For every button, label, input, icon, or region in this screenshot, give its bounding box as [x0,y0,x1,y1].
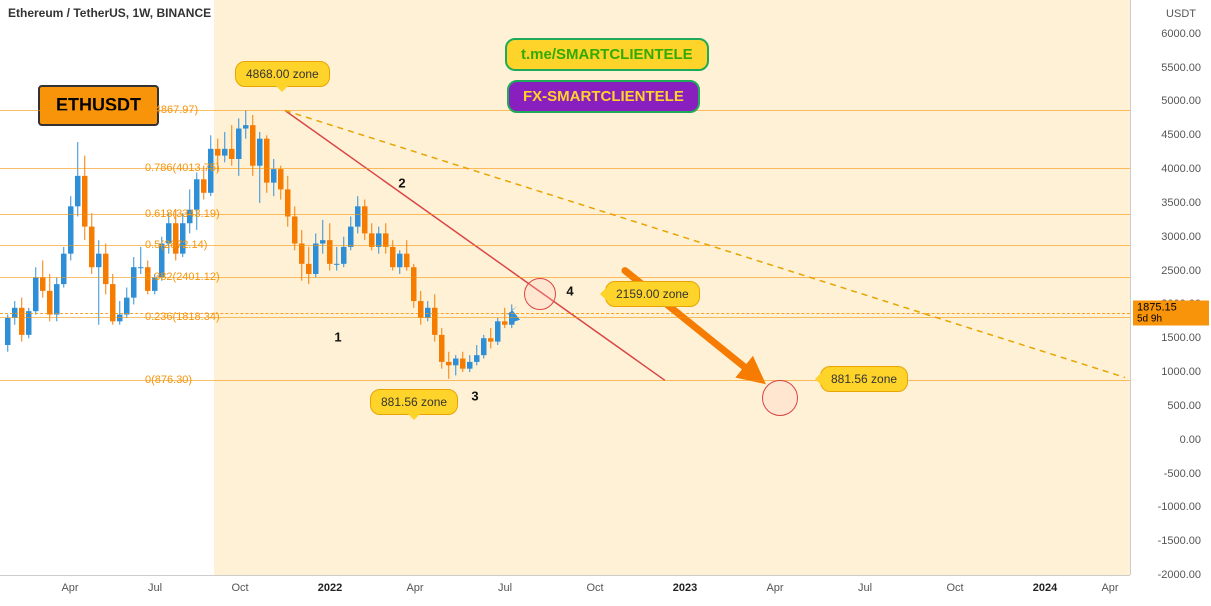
y-tick: -1500.00 [1158,535,1201,547]
y-tick: 4000.00 [1161,163,1201,175]
fib-label: 0.382(2401.12) [145,271,220,283]
fib-label: 0.5(2872.14) [145,239,207,251]
x-tick: 2022 [318,582,342,594]
chart-area[interactable]: Ethereum / TetherUS, 1W, BINANCE ETHUSDT… [0,0,1130,575]
y-tick: -1000.00 [1158,501,1201,513]
y-tick: 4500.00 [1161,129,1201,141]
y-tick: 1000.00 [1161,366,1201,378]
x-tick: Apr [61,582,78,594]
x-tick: Jul [858,582,872,594]
y-tick: 3500.00 [1161,197,1201,209]
circle-marker [524,278,556,310]
y-axis: USDT 6000.00 5500.00 5000.00 4500.00 4000.00… [1130,0,1211,575]
fib-label: 0.786(4013.75) [145,162,220,174]
y-tick: -500.00 [1164,468,1201,480]
zone-callout: 4868.00 zone [235,61,330,87]
x-tick: Jul [498,582,512,594]
fib-label: 0.236(1818.34) [145,311,220,323]
chart-title: Ethereum / TetherUS, 1W, BINANCE [8,6,211,20]
wave-label: 4 [566,283,573,298]
symbol-badge: ETHUSDT [38,85,159,126]
x-tick: Oct [586,582,603,594]
y-axis-header: USDT [1166,8,1196,20]
x-tick: 2023 [673,582,697,594]
wave-label: 2 [398,175,405,190]
x-tick: Apr [406,582,423,594]
zone-callout: 2159.00 zone [605,281,700,307]
x-tick: Jul [148,582,162,594]
y-tick: 500.00 [1167,400,1201,412]
wave-label: 1 [334,329,341,344]
y-tick: 5000.00 [1161,95,1201,107]
zone-callout: 881.56 zone [820,366,908,392]
y-tick: 0.00 [1180,434,1201,446]
x-tick: Apr [1101,582,1118,594]
price-flag: 1875.155d 9h [1133,300,1209,325]
y-tick: 2500.00 [1161,265,1201,277]
fib-label: 0(876.30) [145,374,192,386]
y-tick: 3000.00 [1161,231,1201,243]
x-tick: Oct [231,582,248,594]
fib-label: 0.618(3343.19) [145,208,220,220]
y-tick: 5500.00 [1161,62,1201,74]
zone-callout: 881.56 zone [370,389,458,415]
y-tick: 6000.00 [1161,28,1201,40]
x-tick: Oct [946,582,963,594]
wave-label: 3 [471,388,478,403]
promo-badge: t.me/SMARTCLIENTELE [505,38,709,71]
y-tick: 1500.00 [1161,332,1201,344]
x-axis: Apr Jul Oct 2022 Apr Jul Oct 2023 Apr Jul Oct 2024 A… [0,575,1130,606]
circle-marker [762,380,798,416]
x-tick: 2024 [1033,582,1057,594]
x-tick: Apr [766,582,783,594]
y-tick: -2000.00 [1158,569,1201,581]
fib-label: 1(4867.97) [145,104,198,116]
promo-badge: FX-SMARTCLIENTELE [507,80,700,113]
